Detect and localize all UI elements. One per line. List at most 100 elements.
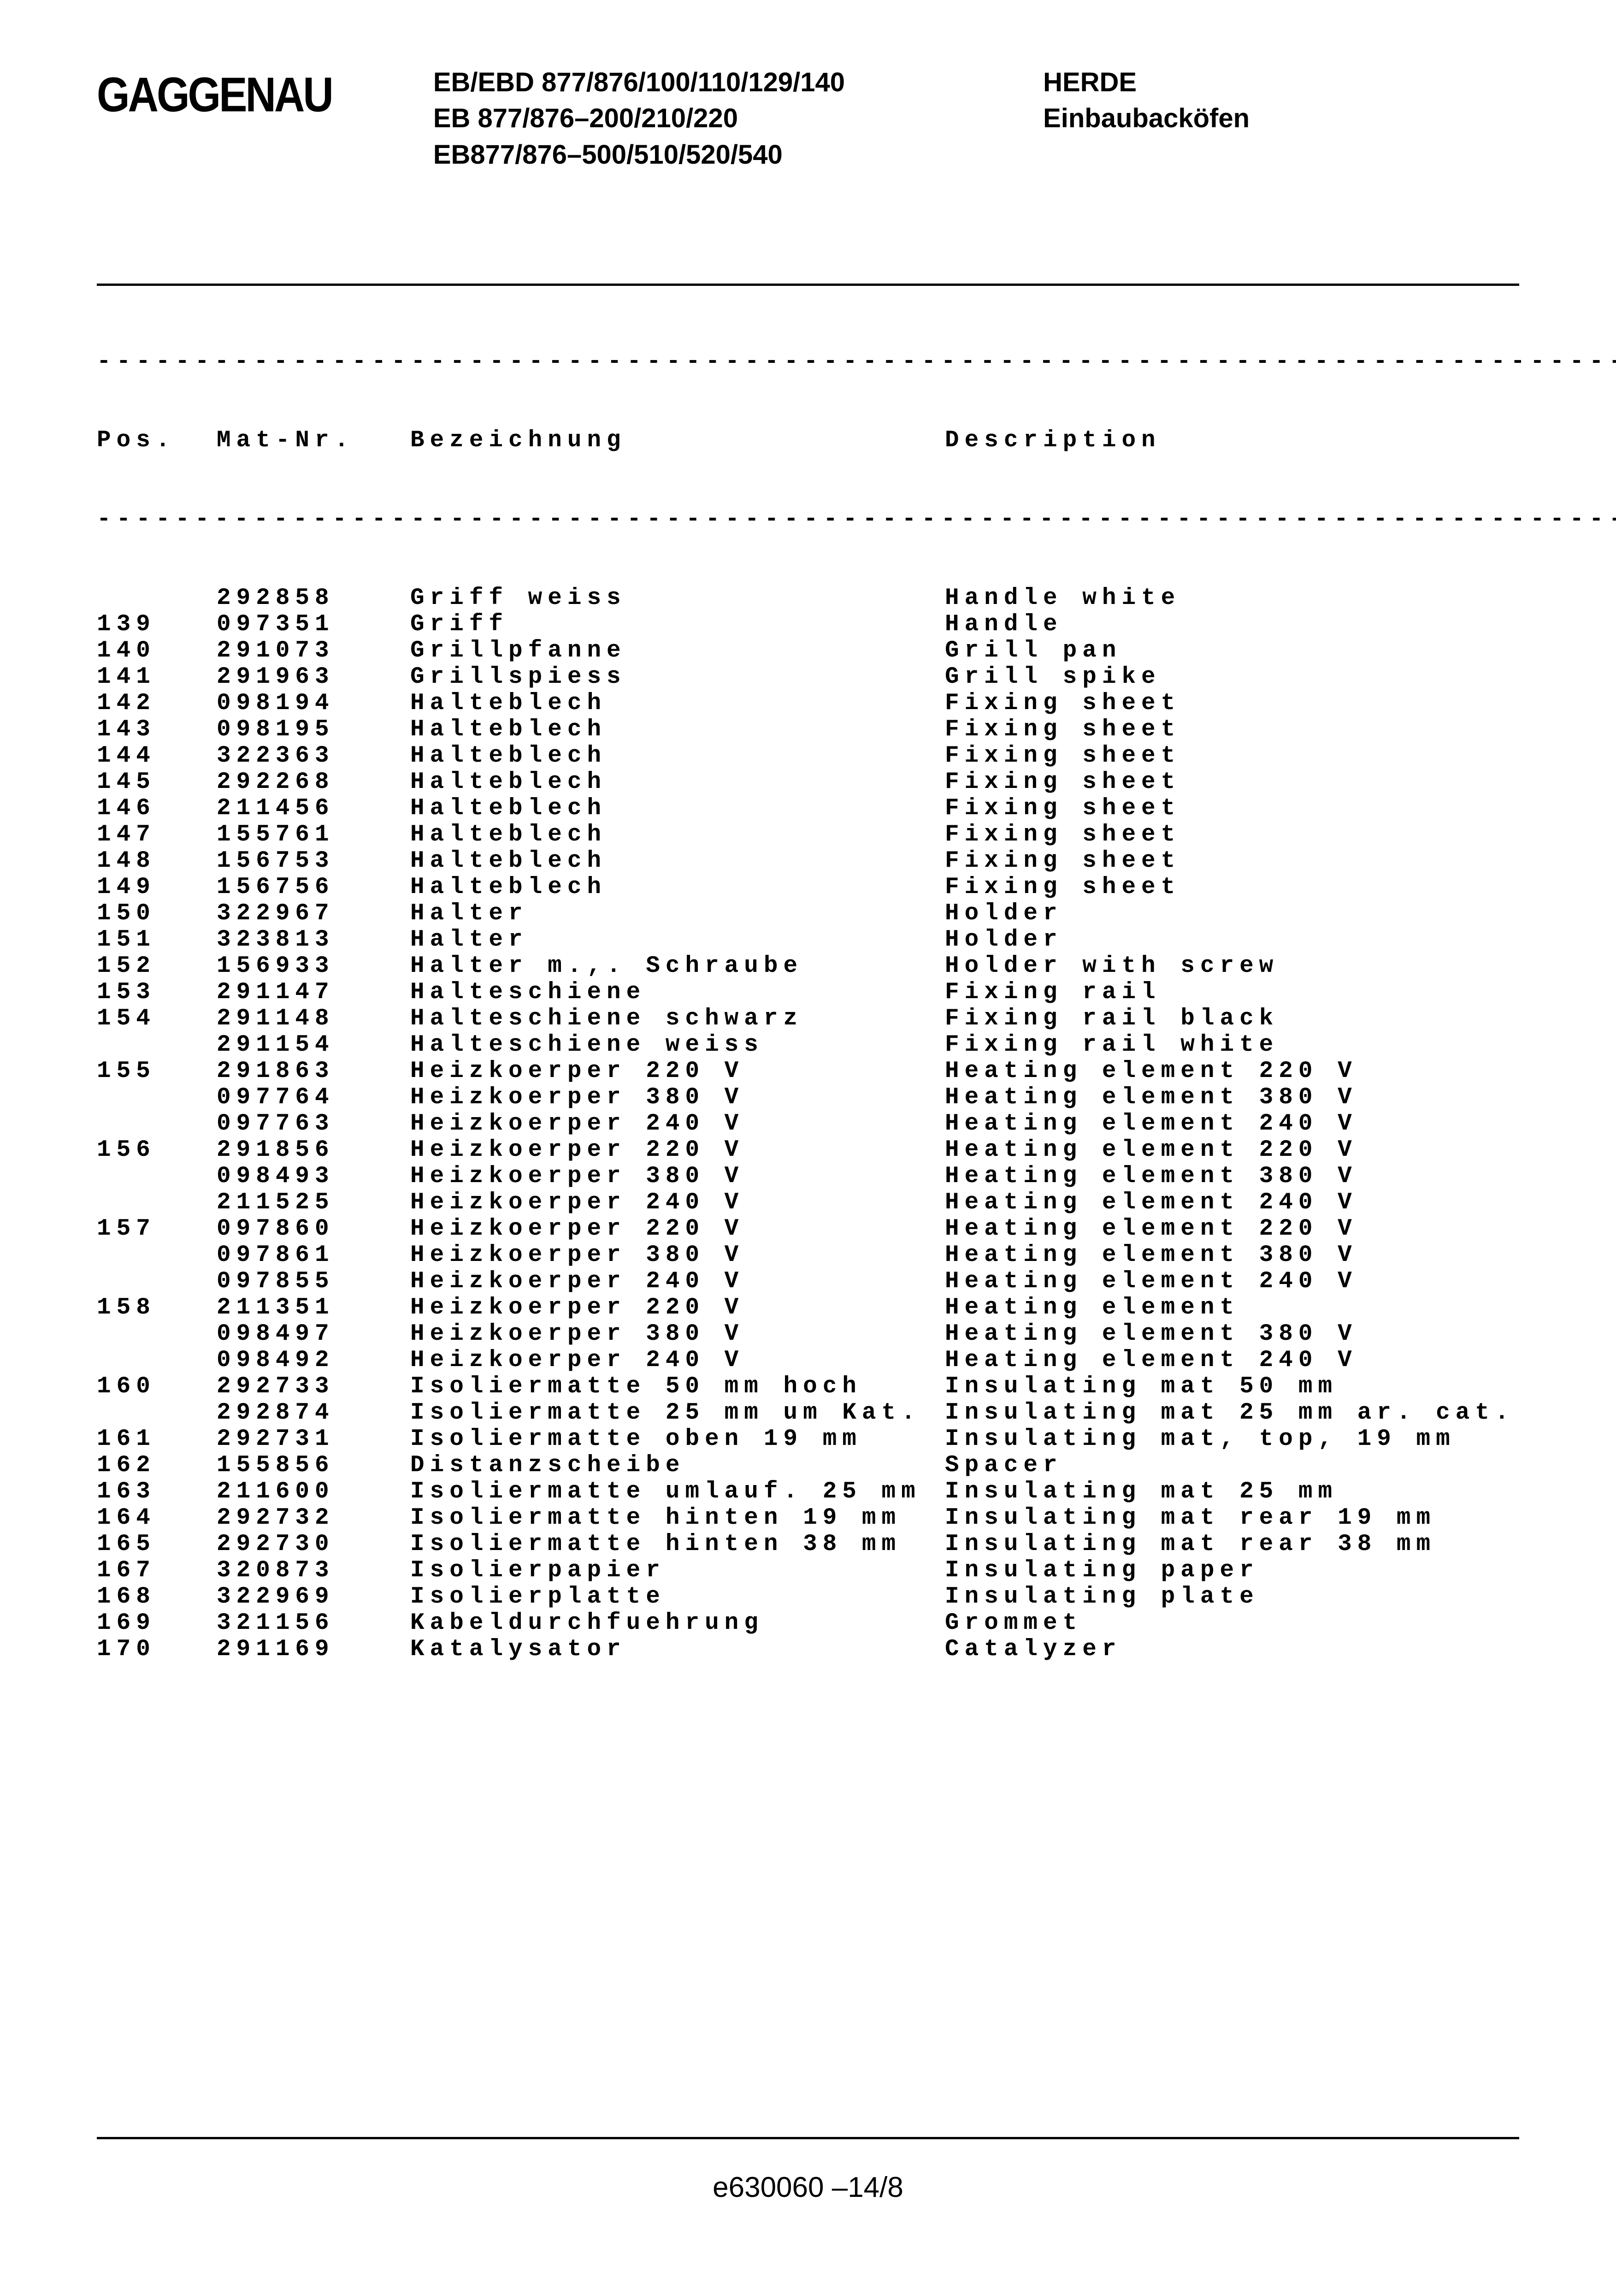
cell-mat: 156753: [217, 848, 410, 874]
cell-bez: Halteblech: [410, 716, 945, 743]
table-row: 145292268HalteblechFixing sheet: [97, 769, 1519, 795]
table-row: 165292730Isoliermatte hinten 38 mmInsula…: [97, 1531, 1519, 1557]
cell-bez: Heizkoerper 220 V: [410, 1137, 945, 1163]
table-row: 211525Heizkoerper 240 VHeating element 2…: [97, 1189, 1519, 1216]
cell-desc: Heating element: [945, 1295, 1239, 1321]
cell-pos: 151: [97, 927, 217, 953]
cell-bez: Halter m.,. Schraube: [410, 953, 945, 979]
cell-desc: Insulating mat, top, 19 mm: [945, 1426, 1456, 1452]
cell-desc: Handle white: [945, 585, 1180, 611]
cell-bez: Katalysator: [410, 1636, 945, 1663]
cell-bez: Heizkoerper 240 V: [410, 1268, 945, 1295]
cell-mat: 292731: [217, 1426, 410, 1452]
table-row: 148156753HalteblechFixing sheet: [97, 848, 1519, 874]
cell-pos: 140: [97, 638, 217, 664]
cell-desc: Heating element 380 V: [945, 1321, 1357, 1347]
cell-mat: 292730: [217, 1531, 410, 1557]
cell-desc: Spacer: [945, 1452, 1063, 1479]
cell-desc: Grill pan: [945, 638, 1121, 664]
cell-desc: Grill spike: [945, 664, 1161, 690]
cell-desc: Heating element 380 V: [945, 1242, 1357, 1268]
cell-pos: 144: [97, 743, 217, 769]
category-block: HERDE Einbaubacköfen: [1043, 65, 1250, 137]
cell-mat: 097763: [217, 1111, 410, 1137]
model-line: EB/EBD 877/876/100/110/129/140: [433, 65, 845, 101]
cell-bez: Isolierplatte: [410, 1584, 945, 1610]
cell-mat: 292732: [217, 1505, 410, 1531]
header: GAGGENAU EB/EBD 877/876/100/110/129/140 …: [97, 65, 1519, 173]
cell-desc: Insulating mat 25 mm ar. cat.: [945, 1400, 1515, 1426]
cell-bez: Heizkoerper 380 V: [410, 1242, 945, 1268]
table-row: 170291169KatalysatorCatalyzer: [97, 1636, 1519, 1663]
cell-mat: 291856: [217, 1137, 410, 1163]
table-row: 098497Heizkoerper 380 VHeating element 3…: [97, 1321, 1519, 1347]
cell-desc: Insulating mat rear 19 mm: [945, 1505, 1436, 1531]
cell-mat: 291154: [217, 1032, 410, 1058]
col-header-desc: Description: [945, 427, 1161, 454]
cell-bez: Halter: [410, 927, 945, 953]
cell-mat: 155856: [217, 1452, 410, 1479]
cell-mat: 097351: [217, 611, 410, 638]
cell-pos: 143: [97, 716, 217, 743]
table-row: 150322967HalterHolder: [97, 900, 1519, 927]
cell-desc: Insulating mat 50 mm: [945, 1373, 1338, 1400]
cell-pos: 160: [97, 1373, 217, 1400]
cell-desc: Insulating mat 25 mm: [945, 1479, 1338, 1505]
table-row: 162155856DistanzscheibeSpacer: [97, 1452, 1519, 1479]
table-row: 097855Heizkoerper 240 VHeating element 2…: [97, 1268, 1519, 1295]
cell-desc: Holder with screw: [945, 953, 1279, 979]
cell-desc: Insulating paper: [945, 1557, 1259, 1584]
cell-desc: Fixing sheet: [945, 822, 1180, 848]
cell-bez: Halteblech: [410, 690, 945, 716]
cell-bez: Heizkoerper 380 V: [410, 1321, 945, 1347]
cell-pos: 153: [97, 979, 217, 1006]
table-row: 153291147HalteschieneFixing rail: [97, 979, 1519, 1006]
cell-desc: Heating element 240 V: [945, 1189, 1357, 1216]
model-block: EB/EBD 877/876/100/110/129/140 EB 877/87…: [433, 65, 845, 173]
cell-bez: Halteblech: [410, 795, 945, 822]
cell-pos: 156: [97, 1137, 217, 1163]
cell-mat: 291147: [217, 979, 410, 1006]
table-row: 160292733Isoliermatte 50 mm hochInsulati…: [97, 1373, 1519, 1400]
cell-mat: 292268: [217, 769, 410, 795]
cell-mat: 211525: [217, 1189, 410, 1216]
table-row: 168322969IsolierplatteInsulating plate: [97, 1584, 1519, 1610]
dash-line: ----------------------------------------…: [97, 506, 1519, 533]
cell-mat: 320873: [217, 1557, 410, 1584]
cell-desc: Fixing sheet: [945, 795, 1180, 822]
cell-desc: Fixing rail white: [945, 1032, 1279, 1058]
cell-desc: Insulating mat rear 38 mm: [945, 1531, 1436, 1557]
cell-bez: Isoliermatte hinten 38 mm: [410, 1531, 945, 1557]
cell-pos: 158: [97, 1295, 217, 1321]
table-row: 149156756HalteblechFixing sheet: [97, 874, 1519, 900]
table-row: 143098195HalteblechFixing sheet: [97, 716, 1519, 743]
cell-bez: Isoliermatte umlauf. 25 mm: [410, 1479, 945, 1505]
cell-mat: 291963: [217, 664, 410, 690]
table-row: 154291148Halteschiene schwarzFixing rail…: [97, 1006, 1519, 1032]
cell-pos: 147: [97, 822, 217, 848]
cell-bez: Heizkoerper 240 V: [410, 1189, 945, 1216]
cell-desc: Fixing sheet: [945, 690, 1180, 716]
cell-pos: 163: [97, 1479, 217, 1505]
page-footer: e630060 –14/8: [0, 2171, 1616, 2204]
cell-pos: 141: [97, 664, 217, 690]
cell-bez: Halteblech: [410, 822, 945, 848]
cell-desc: Insulating plate: [945, 1584, 1259, 1610]
cell-desc: Grommet: [945, 1610, 1082, 1636]
cell-pos: 154: [97, 1006, 217, 1032]
cell-desc: Handle: [945, 611, 1063, 638]
cell-mat: 098493: [217, 1163, 410, 1189]
cell-bez: Distanzscheibe: [410, 1452, 945, 1479]
cell-pos: 167: [97, 1557, 217, 1584]
category-line: HERDE: [1043, 65, 1250, 101]
cell-mat: 211600: [217, 1479, 410, 1505]
cell-desc: Fixing sheet: [945, 848, 1180, 874]
parts-table: ----------------------------------------…: [97, 296, 1519, 1715]
table-row: 151323813HalterHolder: [97, 927, 1519, 953]
cell-mat: 211351: [217, 1295, 410, 1321]
table-row: 292874Isoliermatte 25 mm um Kat.Insulati…: [97, 1400, 1519, 1426]
cell-pos: 168: [97, 1584, 217, 1610]
table-row: 098493Heizkoerper 380 VHeating element 3…: [97, 1163, 1519, 1189]
table-header-row: Pos.Mat-Nr.BezeichnungDescription: [97, 427, 1519, 454]
table-row: 291154Halteschiene weissFixing rail whit…: [97, 1032, 1519, 1058]
